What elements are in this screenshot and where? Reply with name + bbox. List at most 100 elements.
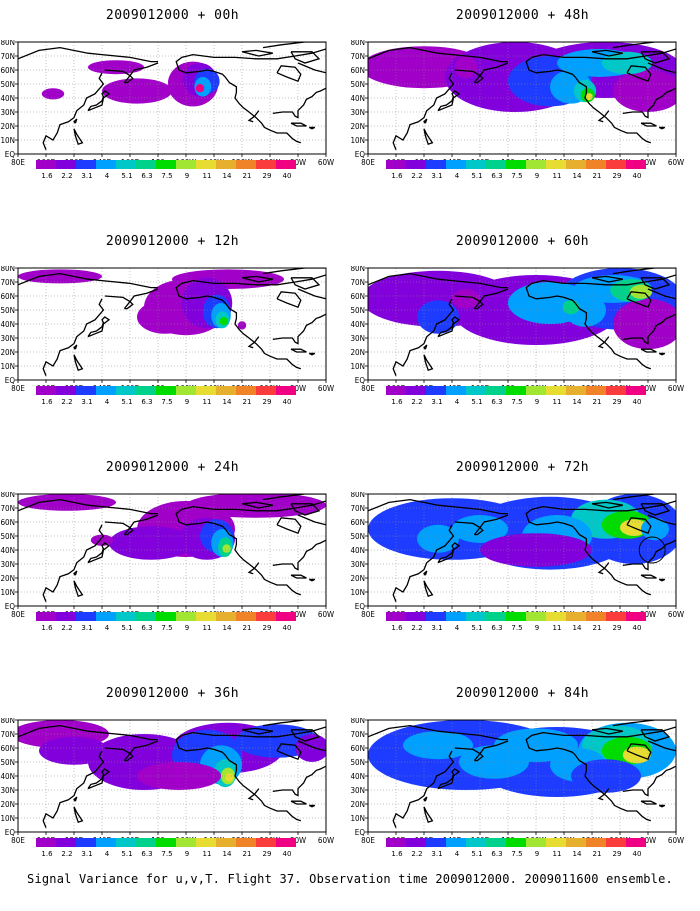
y-tick-label: EQ — [5, 150, 16, 159]
coastline — [185, 295, 302, 370]
variance-blob — [195, 84, 205, 93]
colorbar-label: 21 — [593, 172, 602, 180]
colorbar-label: 4 — [455, 172, 460, 180]
colorbar-swatch — [566, 612, 586, 621]
coastline — [241, 49, 273, 57]
colorbar-swatch — [526, 386, 546, 395]
variance-blob — [452, 289, 480, 309]
colorbar-swatch — [606, 838, 626, 847]
coastline — [473, 752, 484, 762]
colorbar-label: 5.1 — [471, 624, 482, 632]
colorbar-label: 2.2 — [411, 624, 422, 632]
coastline — [175, 726, 326, 752]
y-tick-label: 50N — [350, 758, 365, 767]
colorbar-swatch — [216, 386, 236, 395]
coastline — [647, 740, 676, 752]
y-tick-label: 30N — [0, 786, 15, 795]
colorbar-swatch — [526, 612, 546, 621]
y-tick-label: 70N — [350, 730, 365, 739]
colorbar-label: 40 — [633, 398, 642, 406]
colorbar-swatch — [36, 386, 56, 395]
colorbar-swatch — [76, 386, 96, 395]
colorbar-swatch — [176, 386, 196, 395]
panel-72h: 2009012000 + 72h 80E100E120E140E160E18016… — [350, 460, 695, 685]
map-plot: 80E100E120E140E160E180160W140W120W100W80… — [0, 266, 334, 393]
colorbar-swatch — [406, 160, 426, 169]
map-plot: 80E100E120E140E160E180160W140W120W100W80… — [350, 718, 684, 845]
colorbar-swatch — [36, 612, 56, 621]
colorbar-swatch — [276, 612, 296, 621]
panel-title: 2009012000 + 48h — [455, 8, 590, 23]
y-tick-label: 10N — [350, 362, 365, 371]
coastline — [73, 128, 84, 146]
colorbar-label: 40 — [283, 624, 292, 632]
coastline — [104, 740, 159, 755]
colorbar-swatch — [136, 386, 156, 395]
y-tick-label: 80N — [350, 718, 365, 725]
colorbar-swatch — [566, 386, 586, 395]
y-tick-label: 50N — [350, 306, 365, 315]
colorbar-label: 3.1 — [81, 172, 92, 180]
colorbar-swatch — [586, 386, 606, 395]
x-tick-label: 80E — [11, 158, 25, 167]
coastline — [308, 352, 316, 356]
colorbar-label: 11 — [553, 398, 562, 406]
colorbar-label: 7.5 — [161, 624, 172, 632]
colorbar-swatch — [446, 612, 466, 621]
x-tick-label: 60W — [668, 836, 684, 845]
panel-title: 2009012000 + 84h — [455, 686, 590, 701]
panel-title: 2009012000 + 36h — [105, 686, 240, 701]
coastline — [308, 126, 316, 130]
y-tick-label: 20N — [0, 122, 15, 131]
y-tick-label: EQ — [355, 602, 366, 611]
coastline — [276, 291, 302, 309]
coastline — [525, 48, 676, 74]
colorbar-label: 14 — [223, 624, 232, 632]
coastline — [437, 542, 461, 564]
colorbar-swatch — [96, 160, 116, 169]
coastline — [87, 768, 111, 790]
coastline — [104, 62, 159, 77]
coastline — [626, 291, 652, 309]
y-tick-label: 60N — [0, 292, 15, 301]
colorbar-swatch — [256, 612, 276, 621]
coastline — [262, 268, 326, 275]
map-plot: 80E100E120E140E160E180160W140W120W100W80… — [350, 266, 684, 393]
coastline — [175, 274, 326, 300]
colorbar-label: 9 — [185, 172, 189, 180]
colorbar-swatch — [466, 612, 486, 621]
coastline — [658, 352, 666, 356]
coastline — [262, 720, 326, 727]
map-plot: 80E100E120E140E160E180160W140W120W100W80… — [0, 718, 334, 845]
variance-blob — [454, 56, 478, 79]
colorbar-label: 5.1 — [471, 172, 482, 180]
colorbar-swatch — [586, 612, 606, 621]
coastline — [123, 752, 134, 762]
colorbar-swatch — [566, 838, 586, 847]
coastline — [87, 90, 111, 112]
coastline — [276, 743, 302, 761]
colorbar-swatch — [506, 612, 526, 621]
figure-caption: Signal Variance for u,v,T. Flight 37. Ob… — [27, 872, 673, 886]
coastline — [591, 727, 623, 735]
coastline — [123, 526, 134, 536]
coastline — [104, 514, 159, 529]
colorbar-swatch — [546, 386, 566, 395]
x-tick-label: 80E — [361, 158, 375, 167]
coastline — [241, 727, 273, 735]
coastline — [640, 51, 671, 64]
colorbar-label: 21 — [593, 850, 602, 858]
colorbar-swatch — [486, 386, 506, 395]
x-tick-label: 80E — [361, 610, 375, 619]
x-tick-label: 60W — [318, 610, 334, 619]
colorbar-label: 21 — [593, 398, 602, 406]
colorbar-swatch — [256, 160, 276, 169]
colorbar-swatch — [76, 838, 96, 847]
coastline — [392, 524, 455, 603]
colorbar-swatch — [76, 160, 96, 169]
coastline — [18, 272, 158, 289]
coastline — [658, 126, 666, 130]
coastline — [247, 562, 260, 575]
variance-blob — [562, 300, 580, 315]
coastline — [185, 69, 302, 144]
